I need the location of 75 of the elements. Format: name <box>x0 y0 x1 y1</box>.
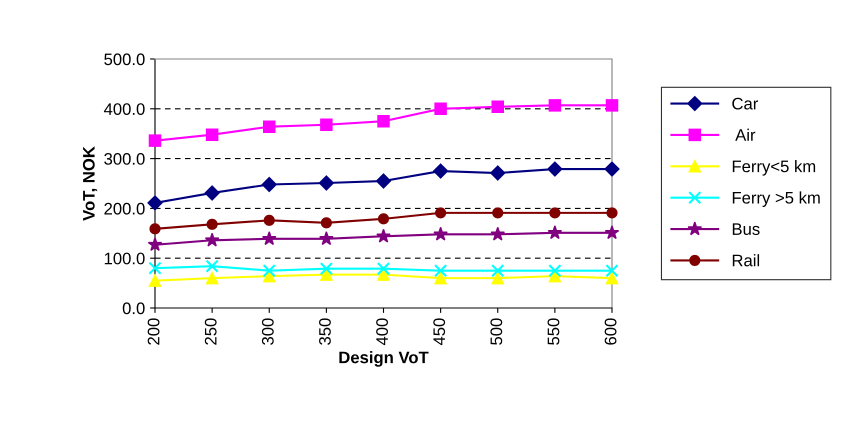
point <box>148 262 162 275</box>
point <box>204 185 220 201</box>
y-tick-label: 400.0 <box>104 103 145 116</box>
point <box>263 120 276 133</box>
legend-label: Bus <box>732 223 760 236</box>
point <box>148 134 162 147</box>
point <box>320 217 332 228</box>
x-tick-label: 600 <box>604 318 616 345</box>
point <box>206 128 218 141</box>
x-tick-label: 200 <box>148 318 160 345</box>
point <box>148 274 162 287</box>
point <box>204 232 220 247</box>
point <box>548 270 562 282</box>
x-tick-label: 450 <box>433 318 446 346</box>
point <box>548 225 562 240</box>
point <box>319 231 334 246</box>
point <box>547 161 562 177</box>
point <box>206 272 218 284</box>
y-tick-label: 0.0 <box>122 302 145 314</box>
point <box>605 264 619 278</box>
point <box>604 161 620 177</box>
point <box>492 207 504 218</box>
point <box>149 223 161 234</box>
point <box>606 207 618 218</box>
point <box>206 218 218 230</box>
point <box>320 262 333 276</box>
x-tick-label: 500 <box>490 318 502 345</box>
point <box>604 225 620 240</box>
point <box>435 207 446 218</box>
point <box>433 226 448 241</box>
point <box>320 118 333 131</box>
point <box>377 115 390 128</box>
legend-label: Rail <box>732 254 760 266</box>
point <box>492 272 504 284</box>
point <box>376 228 391 243</box>
x-tick-label: 550 <box>548 318 560 345</box>
y-axis-title: VoT, NOK <box>82 146 98 221</box>
point <box>206 260 219 273</box>
point <box>492 100 504 114</box>
point <box>434 272 447 284</box>
point <box>263 270 276 282</box>
x-tick-label: 350 <box>319 318 331 345</box>
point <box>490 226 506 241</box>
point <box>262 264 276 278</box>
point <box>264 214 275 226</box>
y-tick-label: 500.0 <box>104 53 145 66</box>
point <box>148 237 162 252</box>
point <box>376 262 390 276</box>
point <box>147 195 163 210</box>
point <box>433 163 448 179</box>
point <box>434 264 448 278</box>
y-tick-label: 100.0 <box>104 252 145 264</box>
y-tick-label: 200.0 <box>104 202 145 215</box>
point <box>434 102 447 116</box>
x-tick-label: 250 <box>204 318 217 345</box>
point <box>378 213 390 224</box>
point <box>548 264 562 278</box>
point <box>491 264 504 278</box>
point <box>318 175 334 191</box>
x-tick-label: 400 <box>376 318 388 346</box>
point <box>262 176 277 192</box>
y-tick-label: 300.0 <box>104 153 145 165</box>
legend-label: Air <box>735 128 756 141</box>
legend-label: Ferry >5 km <box>732 191 820 207</box>
point <box>490 165 506 181</box>
point <box>376 173 392 189</box>
point <box>262 231 277 246</box>
x-axis-title: Design VoT <box>339 351 429 367</box>
point <box>606 99 618 112</box>
legend-label: Ferry<5 km <box>732 160 816 176</box>
legend-label: Car <box>732 98 758 110</box>
x-tick-label: 300 <box>262 318 274 345</box>
point <box>606 272 618 284</box>
point <box>549 207 560 218</box>
point <box>548 99 562 112</box>
